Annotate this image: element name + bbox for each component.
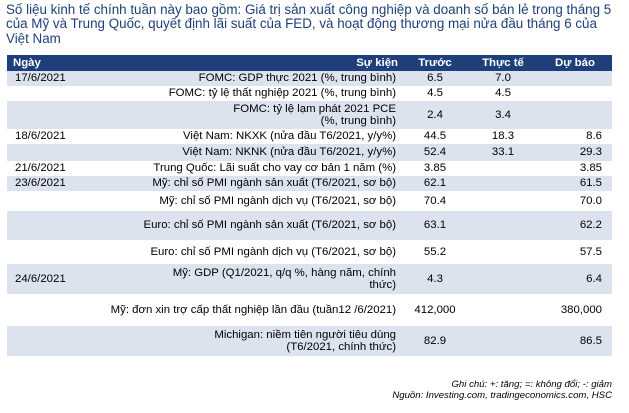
table-row: FOMC: tỷ lệ lạm phát 2021 PCE (%, trung … [7, 101, 612, 129]
row-actual [468, 191, 538, 211]
row-actual: 18.3 [491, 130, 515, 143]
row-date [7, 86, 99, 101]
row-actual: 7.0 [468, 71, 538, 86]
row-before: 70.4 [423, 194, 447, 207]
row-before: 6.5 [402, 71, 468, 86]
economic-calendar-table: Ngày Sự kiện Trước Thực tế Dự báo 17/6/2… [7, 55, 612, 356]
row-before: 3.85 [423, 162, 447, 175]
table-row: 21/6/2021 Trung Quốc: Lãi suất cho vay c… [7, 161, 612, 176]
row-date: 24/6/2021 [7, 264, 99, 294]
table-row: Mỹ: chỉ số PMI ngành dịch vụ (T6/2021, s… [7, 191, 612, 211]
row-forecast: 380,000 [560, 303, 602, 316]
row-event: Euro: chỉ số PMI ngành sản xuất (T6/2021… [99, 211, 402, 240]
row-event: Việt Nam: NKNK (nửa đầu T6/2021, y/y%) [99, 144, 402, 161]
table-row: 24/6/2021 Mỹ: GDP (Q1/2021, q/q %, hàng … [7, 264, 612, 294]
row-event: Mỹ: chỉ số PMI ngành dịch vụ (T6/2021, s… [159, 194, 396, 207]
row-forecast: 57.5 [579, 245, 602, 258]
row-actual: 4.5 [495, 87, 511, 100]
footnotes: Ghi chú: +: tăng; =: không đổi; -: giảm … [392, 379, 612, 402]
row-event: Euro: chỉ số PMI ngành dịch vụ (T6/2021,… [150, 245, 396, 258]
row-date [7, 294, 99, 326]
row-forecast: 86.5 [538, 326, 612, 356]
row-actual [468, 176, 538, 191]
row-before: 63.1 [402, 211, 468, 240]
row-date [7, 240, 99, 264]
table-row: 18/6/2021 Việt Nam: NKXK (nửa đầu T6/202… [7, 129, 612, 144]
header-forecast: Dự báo [555, 56, 595, 69]
row-before: 4.5 [427, 87, 443, 100]
table-row: Mỹ: đơn xin trợ cấp thất nghiệp lần đầu … [7, 294, 612, 326]
table-row: 23/6/2021 Mỹ: chỉ số PMI ngành sản xuất … [7, 176, 612, 191]
row-before: 82.9 [402, 326, 468, 356]
header-event: Sự kiện [356, 56, 398, 69]
row-actual: 33.1 [468, 144, 538, 161]
row-forecast: 62.2 [538, 211, 612, 240]
row-date: 23/6/2021 [7, 176, 99, 191]
page-title: Số liệu kinh tế chính tuần này bao gồm: … [6, 2, 612, 46]
row-forecast [538, 86, 612, 101]
row-forecast [538, 71, 612, 86]
row-actual [468, 240, 538, 264]
header-actual: Thực tế [482, 56, 524, 69]
row-date: 21/6/2021 [15, 162, 66, 175]
row-date [7, 191, 99, 211]
row-actual [468, 294, 538, 326]
row-event: FOMC: tỷ lệ thất nghiệp 2021 (%, trung b… [168, 87, 396, 100]
row-event: Việt Nam: NKXK (nửa đầu T6/2021, y/y%) [183, 130, 396, 143]
legend-note: Ghi chú: +: tăng; =: không đổi; -: giảm [451, 379, 612, 390]
row-before: 4.3 [402, 264, 468, 294]
table-row: FOMC: tỷ lệ thất nghiệp 2021 (%, trung b… [7, 86, 612, 101]
table-row: Euro: chỉ số PMI ngành sản xuất (T6/2021… [7, 211, 612, 240]
row-before: 44.5 [423, 130, 447, 143]
table-row: Michigan: niềm tiên người tiêu dùng (T6/… [7, 326, 612, 356]
row-date: 17/6/2021 [7, 71, 99, 86]
row-event: Mỹ: chỉ số PMI ngành sản xuất (T6/2021, … [99, 176, 402, 191]
row-event: Trung Quốc: Lãi suất cho vay cơ bản 1 nă… [153, 162, 396, 175]
row-date [7, 144, 99, 161]
row-before: 412,000 [414, 303, 456, 316]
row-event: Mỹ: đơn xin trợ cấp thất nghiệp lần đầu … [110, 303, 396, 316]
row-forecast: 8.6 [586, 130, 602, 143]
row-actual: 3.4 [468, 101, 538, 129]
row-date: 18/6/2021 [15, 130, 66, 143]
row-before: 52.4 [402, 144, 468, 161]
row-event: Michigan: niềm tiên người tiêu dùng (T6/… [99, 326, 402, 356]
row-forecast: 3.85 [579, 162, 602, 175]
row-forecast: 6.4 [538, 264, 612, 294]
header-before: Trước [418, 56, 452, 69]
row-before: 55.2 [423, 245, 447, 258]
row-event: FOMC: GDP thực 2021 (%, trung bình) [99, 71, 402, 86]
row-date [7, 326, 99, 356]
row-actual [468, 326, 538, 356]
row-date [7, 211, 99, 240]
row-actual [468, 161, 538, 176]
row-forecast: 29.3 [538, 144, 612, 161]
row-date [7, 101, 99, 129]
source-note: Nguồn: Investing.com, tradingeconomics.c… [392, 389, 612, 401]
row-actual [468, 264, 538, 294]
row-forecast [538, 101, 612, 129]
table-header-row: Ngày Sự kiện Trước Thực tế Dự báo [7, 55, 612, 71]
row-event: Mỹ: GDP (Q1/2021, q/q %, hàng năm, chính… [99, 264, 402, 294]
table-row: Euro: chỉ số PMI ngành dịch vụ (T6/2021,… [7, 240, 612, 264]
table-row: Việt Nam: NKNK (nửa đầu T6/2021, y/y%) 5… [7, 144, 612, 161]
table-row: 17/6/2021 FOMC: GDP thực 2021 (%, trung … [7, 71, 612, 86]
row-actual [468, 211, 538, 240]
row-before: 2.4 [402, 101, 468, 129]
row-event: FOMC: tỷ lệ lạm phát 2021 PCE (%, trung … [99, 101, 402, 129]
row-before: 62.1 [402, 176, 468, 191]
row-forecast: 61.5 [538, 176, 612, 191]
header-date: Ngày [13, 56, 41, 69]
row-forecast: 70.0 [579, 194, 602, 207]
